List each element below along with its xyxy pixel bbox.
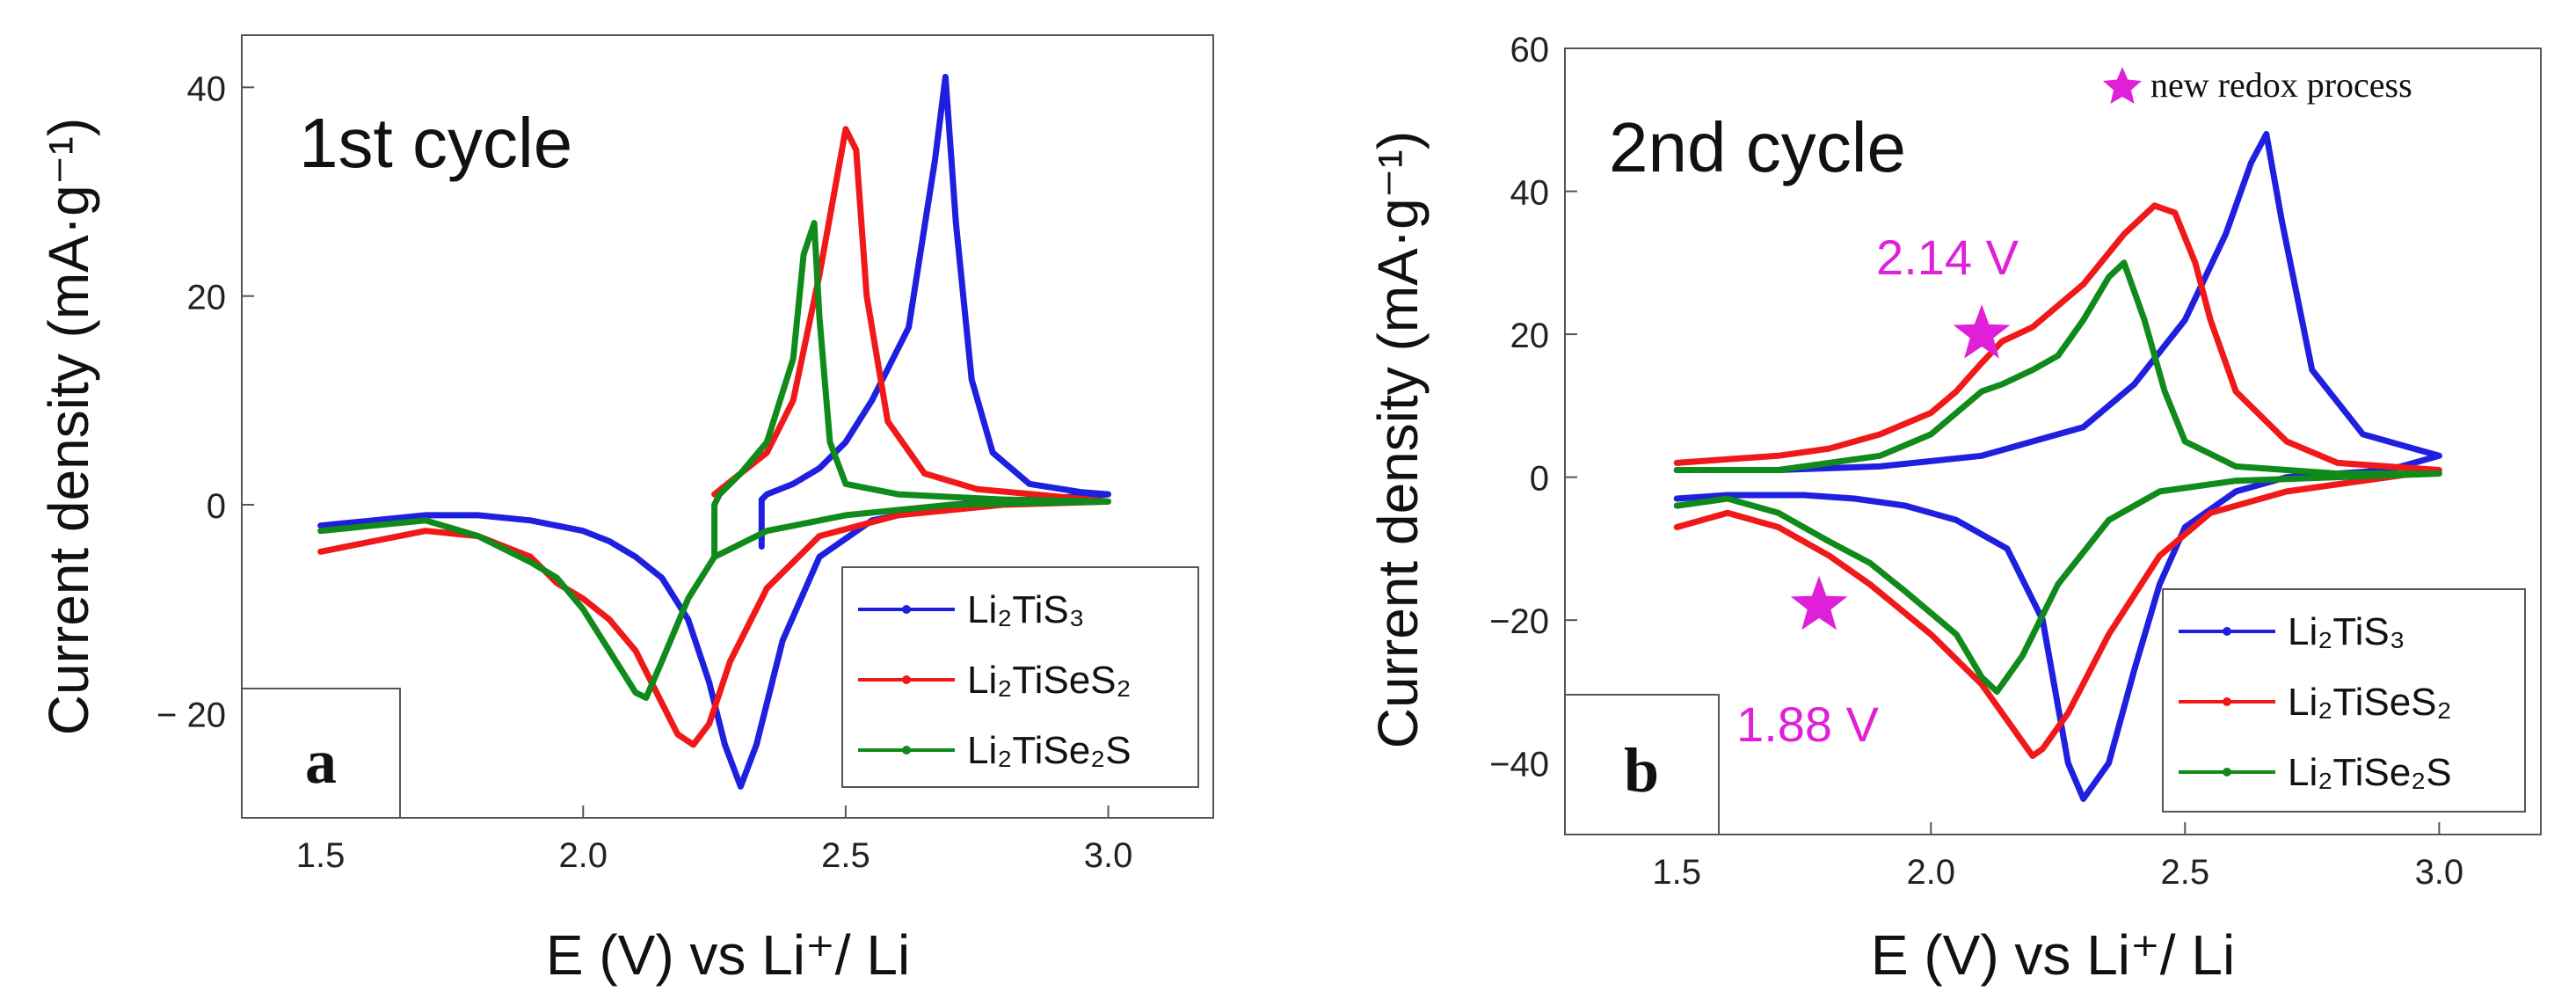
cycle-label: 1st cycle <box>299 104 572 182</box>
star-marker-icon <box>1953 304 2011 359</box>
star-icon <box>2103 67 2142 104</box>
annotation-label: 1.88 V <box>1736 696 1880 752</box>
series-li2tises2-line <box>317 126 1111 748</box>
y-axis-title: Current density (mA·g⁻¹) <box>1366 131 1430 748</box>
y-tick-label: 20 <box>1510 317 1550 355</box>
y-axis: − 20 0 20 40 <box>156 69 254 734</box>
x-tick-label: 2.5 <box>2161 853 2210 892</box>
y-tick-label: 0 <box>207 487 226 526</box>
y-tick-label: 40 <box>187 69 227 108</box>
chart-panel-b: 1.5 2.0 2.5 3.0 −40 −20 0 20 40 60 2nd cycle new… <box>1366 31 2542 987</box>
y-tick-label: −40 <box>1489 746 1549 784</box>
x-axis-title: E (V) vs Li⁺/ Li <box>1871 923 2235 987</box>
legend-label: Li₂TiSe₂S <box>2288 751 2452 794</box>
annotation-label: 2.14 V <box>1876 230 2019 285</box>
x-tick-label: 2.0 <box>558 836 608 875</box>
annotation-1-88V: 1.88 V <box>1736 696 1880 752</box>
series-li2tises2-line <box>1673 202 2442 760</box>
panel-label-box: b <box>1564 694 1720 835</box>
y-tick-label: 0 <box>1530 460 1549 499</box>
y-tick-label: −20 <box>1489 602 1549 641</box>
legend-label: Li₂TiS₃ <box>967 588 1085 631</box>
panel-label-box: a <box>241 688 401 819</box>
legend-marker <box>902 746 911 754</box>
legend-marker <box>2223 627 2231 636</box>
series-li2tise2s-line <box>317 220 1111 701</box>
plot-frame <box>1564 47 2542 835</box>
cycle-label: 2nd cycle <box>1609 108 1906 186</box>
panel-label: b <box>1624 735 1659 806</box>
x-tick-label: 2.5 <box>821 836 870 875</box>
star-marker-icon <box>1790 575 1848 631</box>
y-tick-label: − 20 <box>156 696 226 734</box>
legend-label: Li₂TiS₃ <box>2288 610 2405 653</box>
y-tick-label: 40 <box>1510 174 1550 213</box>
x-axis-title: E (V) vs Li⁺/ Li <box>546 923 910 987</box>
legend-label: Li₂TiSeS₂ <box>2288 681 2452 724</box>
y-axis: −40 −20 0 20 40 60 <box>1489 31 1577 784</box>
y-tick-label: 60 <box>1510 31 1550 69</box>
legend-label: Li₂TiSeS₂ <box>967 659 1132 702</box>
legend-label: Li₂TiSe₂S <box>967 729 1132 772</box>
annotation-2-14V: 2.14 V <box>1876 230 2019 285</box>
x-tick-label: 3.0 <box>1084 836 1133 875</box>
x-axis: 1.5 2.0 2.5 3.0 <box>1652 822 2463 892</box>
legend: Li₂TiS₃ Li₂TiSeS₂ Li₂TiSe₂S <box>2162 588 2526 813</box>
panel-label: a <box>305 726 337 797</box>
legend-marker <box>2223 697 2231 706</box>
plot-area <box>317 74 1111 790</box>
star-legend: new redox process <box>2103 65 2412 105</box>
chart-panel-a: 1.5 2.0 2.5 3.0 − 20 0 20 40 1st cycle E (V) v… <box>37 34 1214 987</box>
x-axis: 1.5 2.0 2.5 3.0 <box>296 806 1133 875</box>
legend-marker <box>902 675 911 684</box>
series-li2tise2s-line <box>1673 259 2442 695</box>
x-tick-label: 2.0 <box>1906 853 1955 892</box>
y-axis-title: Current density (mA·g⁻¹) <box>37 118 100 735</box>
x-tick-label: 3.0 <box>2415 853 2464 892</box>
plot-area <box>1673 131 2442 802</box>
star-legend-label: new redox process <box>2150 65 2412 105</box>
y-tick-label: 20 <box>187 279 227 317</box>
legend: Li₂TiS₃ Li₂TiSeS₂ Li₂TiSe₂S <box>841 566 1199 788</box>
plot-frame <box>241 34 1214 819</box>
x-tick-label: 1.5 <box>1652 853 1701 892</box>
x-tick-label: 1.5 <box>296 836 346 875</box>
legend-marker <box>902 605 911 614</box>
legend-marker <box>2223 768 2231 776</box>
